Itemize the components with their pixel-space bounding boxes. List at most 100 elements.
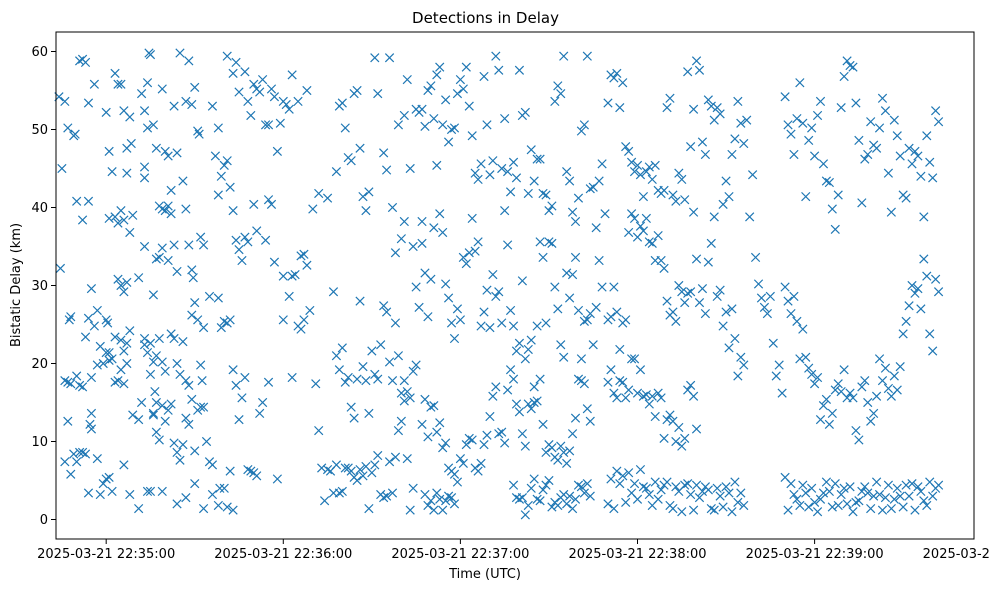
data-point <box>272 146 283 156</box>
data-point <box>246 110 256 121</box>
data-point <box>830 478 840 489</box>
data-point <box>535 374 545 384</box>
data-point <box>821 477 832 487</box>
data-point <box>662 103 672 113</box>
data-point <box>438 227 448 238</box>
data-point <box>671 482 681 492</box>
data-point <box>488 269 498 280</box>
data-point <box>582 315 592 325</box>
data-point <box>824 486 834 497</box>
data-point <box>739 360 749 370</box>
data-point <box>848 507 858 517</box>
chart-title: Detections in Delay <box>412 9 559 27</box>
data-point <box>101 107 111 117</box>
data-point <box>417 419 427 429</box>
data-point <box>836 103 846 113</box>
data-point <box>420 121 430 132</box>
data-point <box>523 500 533 511</box>
data-point <box>319 496 330 506</box>
data-point <box>674 168 684 178</box>
data-point <box>446 493 457 503</box>
data-point <box>860 376 870 386</box>
data-point <box>92 305 102 316</box>
data-point <box>187 99 197 110</box>
data-point <box>240 232 250 242</box>
data-point <box>157 243 167 253</box>
data-point <box>883 383 894 394</box>
data-point <box>119 460 129 470</box>
data-point <box>181 413 191 423</box>
data-point <box>700 149 711 160</box>
data-point <box>579 488 589 498</box>
data-point <box>933 117 944 127</box>
data-point <box>467 213 477 224</box>
data-point <box>892 483 902 493</box>
data-point <box>715 109 725 119</box>
data-point <box>659 263 669 273</box>
data-point <box>449 469 460 479</box>
data-point <box>730 134 740 144</box>
data-point <box>110 377 120 387</box>
data-point <box>263 195 274 205</box>
data-point <box>125 112 135 122</box>
data-point <box>615 344 625 355</box>
data-point <box>559 51 569 61</box>
data-point <box>139 162 150 172</box>
x-tick-label: 2025-03-21 22:38:00 <box>568 547 706 562</box>
data-point <box>641 483 651 493</box>
data-point <box>92 454 102 464</box>
data-point <box>573 305 584 316</box>
data-point <box>576 354 587 364</box>
data-point <box>904 143 914 153</box>
data-point <box>647 238 657 249</box>
data-point <box>331 166 342 177</box>
data-point <box>148 120 159 130</box>
data-point <box>638 191 649 202</box>
data-point <box>780 92 790 102</box>
data-point <box>139 106 150 116</box>
data-point <box>780 282 790 292</box>
data-point <box>597 159 607 169</box>
data-point <box>815 96 826 107</box>
data-point <box>821 394 832 405</box>
data-point <box>523 399 533 409</box>
data-point <box>933 480 944 490</box>
data-point <box>55 263 66 273</box>
data-point <box>290 269 300 280</box>
data-point <box>384 53 395 63</box>
data-point <box>219 483 229 493</box>
data-point <box>706 101 716 111</box>
data-point <box>662 415 672 425</box>
data-point <box>255 87 265 97</box>
data-point <box>815 415 826 425</box>
data-point <box>562 166 572 177</box>
data-point <box>305 305 315 316</box>
data-point <box>691 424 702 434</box>
data-point <box>721 482 731 492</box>
data-point <box>712 103 722 113</box>
data-point <box>597 282 607 292</box>
data-point <box>612 466 622 476</box>
data-point <box>83 196 94 206</box>
data-point <box>379 301 389 311</box>
data-point <box>134 503 144 514</box>
data-point <box>166 185 176 195</box>
data-point <box>680 195 690 205</box>
data-point <box>110 68 120 78</box>
data-point <box>612 307 622 317</box>
data-point <box>257 74 268 85</box>
data-point <box>196 232 206 242</box>
data-point <box>730 333 740 344</box>
data-point <box>836 489 846 500</box>
data-point <box>683 478 693 489</box>
data-point <box>184 380 194 390</box>
data-point <box>432 70 442 80</box>
data-point <box>243 237 253 247</box>
data-point <box>101 315 111 325</box>
data-point <box>650 160 660 171</box>
data-point <box>429 113 439 124</box>
data-point <box>839 483 849 493</box>
data-point <box>500 205 510 216</box>
data-point <box>438 120 448 130</box>
data-point <box>677 507 687 517</box>
